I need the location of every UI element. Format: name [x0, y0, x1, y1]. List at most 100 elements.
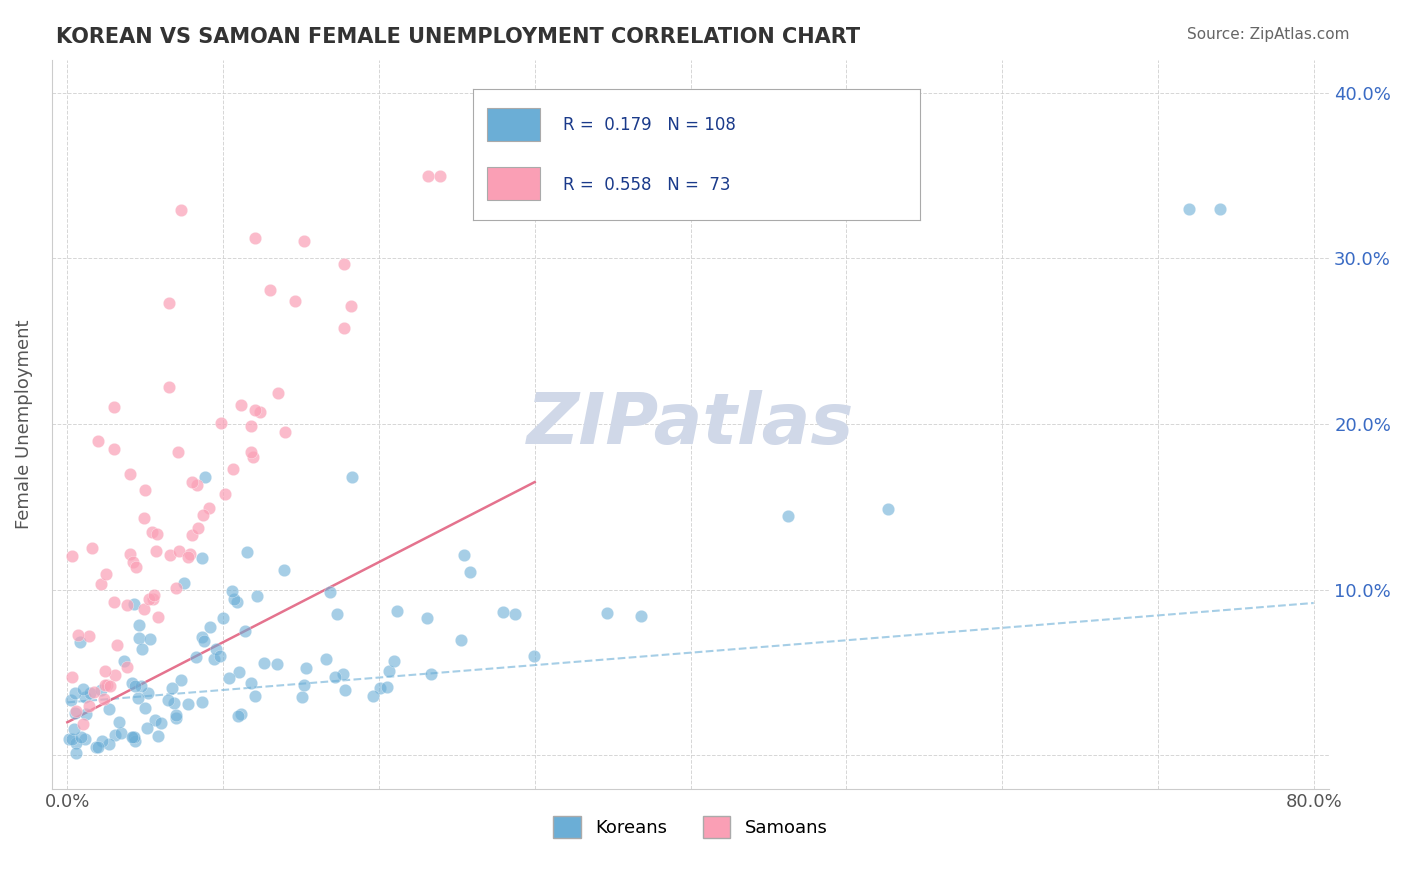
Koreans	[226, 595, 249, 609]
Koreans	[108, 715, 131, 730]
Koreans	[228, 665, 250, 680]
Text: KOREAN VS SAMOAN FEMALE UNEMPLOYMENT CORRELATION CHART: KOREAN VS SAMOAN FEMALE UNEMPLOYMENT COR…	[56, 27, 860, 46]
Koreans	[73, 690, 96, 705]
Koreans	[122, 597, 145, 611]
Koreans	[63, 686, 86, 700]
Samoans	[429, 169, 451, 183]
Koreans	[233, 624, 256, 639]
Koreans	[63, 706, 86, 721]
Koreans	[177, 697, 200, 711]
Samoans	[157, 296, 180, 310]
Samoans	[249, 404, 271, 418]
Koreans	[1178, 202, 1201, 216]
Koreans	[273, 564, 295, 578]
Samoans	[134, 483, 156, 498]
Koreans	[122, 730, 145, 744]
Koreans	[122, 731, 145, 745]
Koreans	[194, 469, 217, 483]
Samoans	[157, 380, 180, 394]
Koreans	[453, 548, 475, 562]
Samoans	[105, 638, 128, 652]
Koreans	[112, 654, 135, 668]
Koreans	[315, 651, 337, 665]
Samoans	[416, 169, 439, 183]
Samoans	[80, 541, 103, 555]
Samoans	[132, 511, 155, 525]
Samoans	[221, 462, 243, 476]
Samoans	[333, 321, 356, 335]
Koreans	[128, 617, 150, 632]
Samoans	[83, 685, 105, 699]
Samoans	[72, 717, 94, 731]
Samoans	[242, 450, 264, 465]
Samoans	[103, 442, 125, 456]
Koreans	[65, 736, 87, 750]
Koreans	[97, 737, 120, 751]
Koreans	[292, 678, 315, 692]
Samoans	[103, 401, 125, 415]
Samoans	[115, 659, 138, 673]
Koreans	[191, 550, 214, 565]
Koreans	[162, 681, 184, 695]
Samoans	[103, 595, 125, 609]
Koreans	[212, 611, 235, 625]
Koreans	[266, 657, 288, 671]
Samoans	[180, 527, 202, 541]
Koreans	[291, 690, 314, 705]
Samoans	[187, 520, 209, 534]
Samoans	[340, 299, 363, 313]
Koreans	[69, 635, 91, 649]
Koreans	[149, 716, 172, 731]
Samoans	[165, 581, 187, 595]
Legend: Koreans, Samoans: Koreans, Samoans	[547, 809, 835, 845]
Koreans	[104, 728, 127, 742]
Samoans	[60, 670, 83, 684]
Samoans	[148, 610, 170, 624]
Koreans	[523, 648, 546, 663]
Samoans	[159, 548, 181, 562]
Koreans	[323, 670, 346, 684]
Koreans	[121, 730, 143, 744]
Samoans	[104, 668, 127, 682]
Koreans	[157, 693, 180, 707]
Samoans	[96, 678, 118, 692]
Samoans	[274, 425, 297, 439]
Samoans	[134, 602, 156, 616]
Samoans	[198, 501, 221, 516]
Samoans	[145, 544, 167, 558]
Koreans	[121, 675, 143, 690]
Samoans	[180, 475, 202, 490]
Koreans	[131, 642, 153, 657]
Koreans	[221, 584, 243, 599]
Koreans	[139, 632, 162, 646]
Koreans	[325, 607, 347, 622]
Koreans	[319, 585, 342, 599]
Koreans	[170, 673, 193, 687]
Koreans	[135, 721, 157, 735]
Koreans	[1209, 202, 1232, 216]
Koreans	[202, 652, 225, 666]
Koreans	[245, 589, 267, 603]
Koreans	[224, 591, 246, 606]
Samoans	[193, 508, 215, 522]
Koreans	[295, 661, 318, 675]
Koreans	[63, 723, 86, 737]
Samoans	[167, 444, 190, 458]
Koreans	[124, 679, 146, 693]
Samoans	[94, 678, 117, 692]
Koreans	[378, 664, 401, 678]
Samoans	[87, 434, 110, 448]
Koreans	[596, 606, 619, 620]
Koreans	[72, 681, 94, 696]
Samoans	[67, 628, 90, 642]
Samoans	[214, 487, 236, 501]
Samoans	[96, 567, 118, 582]
Koreans	[191, 695, 214, 709]
Text: ZIPatlas: ZIPatlas	[527, 390, 855, 458]
Koreans	[186, 649, 208, 664]
Samoans	[240, 444, 263, 458]
Koreans	[146, 729, 169, 743]
Koreans	[69, 730, 91, 744]
Koreans	[335, 682, 357, 697]
Samoans	[267, 386, 290, 401]
